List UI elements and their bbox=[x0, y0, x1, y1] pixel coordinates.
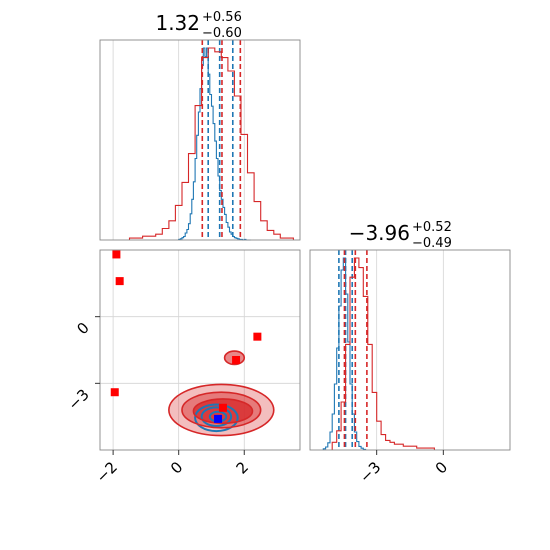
p2-ytick-label-0: −3 bbox=[64, 385, 92, 413]
series-1-contour-2 bbox=[192, 398, 254, 425]
panel-title-0-minus: −0.60 bbox=[202, 26, 242, 41]
p2-xtick-label-1: 0 bbox=[432, 458, 451, 477]
series-1-sample-1 bbox=[115, 277, 124, 286]
panel-frame-right bbox=[309, 249, 511, 451]
grid-layer bbox=[100, 40, 444, 450]
data-line-layer bbox=[128, 40, 435, 450]
p1-tick-label-0: −2 bbox=[93, 458, 121, 486]
series-1-sample-3 bbox=[253, 332, 262, 341]
panel-frame-joint bbox=[99, 249, 301, 451]
series-1-contour-1 bbox=[181, 391, 262, 429]
panel-title-0-plus: +0.56 bbox=[202, 10, 242, 25]
p1-tick-label-2: 2 bbox=[233, 458, 252, 477]
series-1-contour-3 bbox=[223, 350, 246, 366]
p1-tick-label-1: 0 bbox=[167, 458, 186, 477]
series-1-p1-histogram bbox=[128, 47, 294, 240]
series-0-contour-1 bbox=[200, 406, 233, 427]
panel-title-0: 1.32 bbox=[155, 11, 200, 35]
p2-xtick-label-0: −3 bbox=[356, 458, 384, 486]
series-1-truth-marker bbox=[218, 403, 227, 412]
series-1-sample-2 bbox=[110, 388, 119, 397]
sample-point-layer bbox=[110, 250, 262, 423]
series-0-truth-marker bbox=[214, 414, 223, 423]
series-1-p2-histogram bbox=[331, 257, 435, 450]
panel-title-1-plus: +0.52 bbox=[412, 220, 452, 235]
series-1-sample-4 bbox=[232, 356, 241, 364]
series-1-contour-0 bbox=[168, 383, 275, 437]
panel-frame-layer bbox=[95, 39, 511, 455]
text-layer: −2 0 2 −3 −3 0 0 1.32 +0.56−0.60 −3.96 +0.52−0.49 bbox=[64, 10, 451, 486]
panel-title-1-minus: −0.49 bbox=[412, 236, 452, 251]
series-1-sample-0 bbox=[112, 250, 121, 259]
panel-title-1: −3.96 bbox=[349, 221, 410, 245]
panel-frame-top bbox=[99, 39, 301, 241]
series-0-contour-0 bbox=[194, 403, 239, 433]
series-0-p1-histogram bbox=[178, 47, 251, 241]
p2-ytick-label-1: 0 bbox=[73, 319, 92, 338]
